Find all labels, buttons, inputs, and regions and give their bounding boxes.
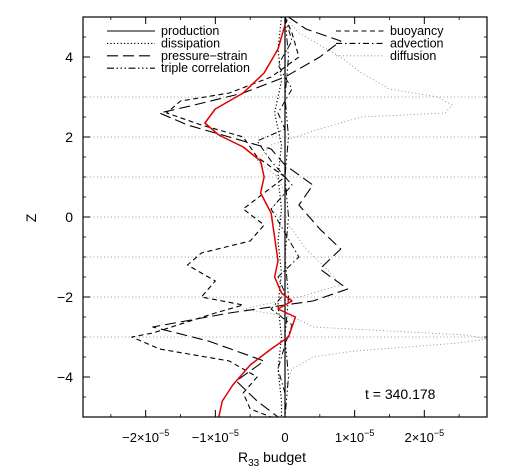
x-tick-label: 1×10−5 (335, 428, 375, 445)
x-tick-label: −1×10−5 (192, 428, 239, 445)
time-annotation: t = 340.178 (365, 386, 436, 402)
x-tick-label: −2×10−5 (122, 428, 169, 445)
y-tick-label: −4 (57, 369, 73, 385)
legend-right-label-2: diffusion (390, 49, 436, 63)
x-axis-label-main: R (238, 449, 248, 465)
x-axis-label: R33 budget (238, 449, 306, 469)
series-diffusion (242, 17, 487, 417)
legend-left-label-1: dissipation (161, 36, 220, 50)
series-advection (256, 17, 300, 417)
y-axis-label: Z (23, 213, 39, 222)
series-triple-correlation (284, 17, 289, 417)
legend-left-label-0: production (161, 24, 219, 38)
legend-right-label-0: buoyancy (390, 24, 444, 38)
x-tick-label: 0 (281, 430, 288, 445)
y-tick-label: 0 (65, 209, 73, 225)
series-sum (204, 24, 297, 417)
series-buoyancy (131, 17, 300, 417)
legend-right-label-1: advection (390, 36, 444, 50)
x-axis-label-rest: budget (259, 449, 306, 465)
x-axis-label-subscript: 33 (248, 458, 260, 469)
legend: productiondissipationpressure−straintrip… (107, 24, 444, 75)
series-group (131, 17, 487, 417)
y-tick-label: 4 (65, 49, 73, 65)
y-tick-label: 2 (65, 129, 73, 145)
legend-left-label-2: pressure−strain (161, 49, 248, 63)
x-tick-label: 2×10−5 (405, 428, 445, 445)
legend-left-label-3: triple correlation (161, 61, 250, 75)
series-pressure-strain (152, 17, 349, 417)
gridlines (83, 96, 487, 338)
axis-ticks: −4 −2 0 2 4 −2×10−5 −1×10−5 0 1×10−5 2×10−5 (57, 17, 487, 445)
y-tick-label: −2 (57, 289, 73, 305)
